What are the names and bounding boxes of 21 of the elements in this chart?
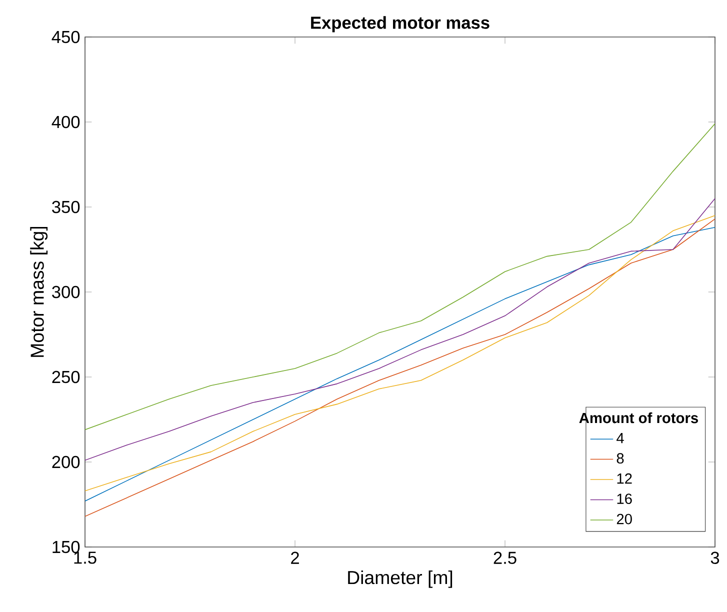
x-tick-label: 2.5 <box>494 552 516 564</box>
legend-title: Amount of rotors <box>579 412 698 424</box>
legend-label: 16 <box>617 494 632 504</box>
y-tick-label: 200 <box>52 456 80 468</box>
line-series <box>85 123 716 430</box>
y-tick-label: 350 <box>52 200 80 214</box>
x-tick-label: 3 <box>710 552 720 564</box>
chart-title: Expected motor mass <box>311 16 490 32</box>
y-tick-label: 400 <box>52 116 80 128</box>
y-axis-title: Motor mass [kg] <box>30 226 48 357</box>
x-axis-title: Diameter [m] <box>348 570 452 588</box>
legend-label: 8 <box>616 453 624 464</box>
y-tick-label: 150 <box>52 540 80 554</box>
y-tick-label: 450 <box>52 30 80 44</box>
legend-label: 12 <box>617 473 632 484</box>
x-tick-label: 1.5 <box>74 552 96 564</box>
legend-label: 4 <box>616 433 624 444</box>
y-tick-label: 250 <box>52 370 80 384</box>
legend-label: 20 <box>616 514 632 524</box>
x-tick-label: 2 <box>291 552 299 564</box>
y-tick-label: 300 <box>52 286 80 298</box>
